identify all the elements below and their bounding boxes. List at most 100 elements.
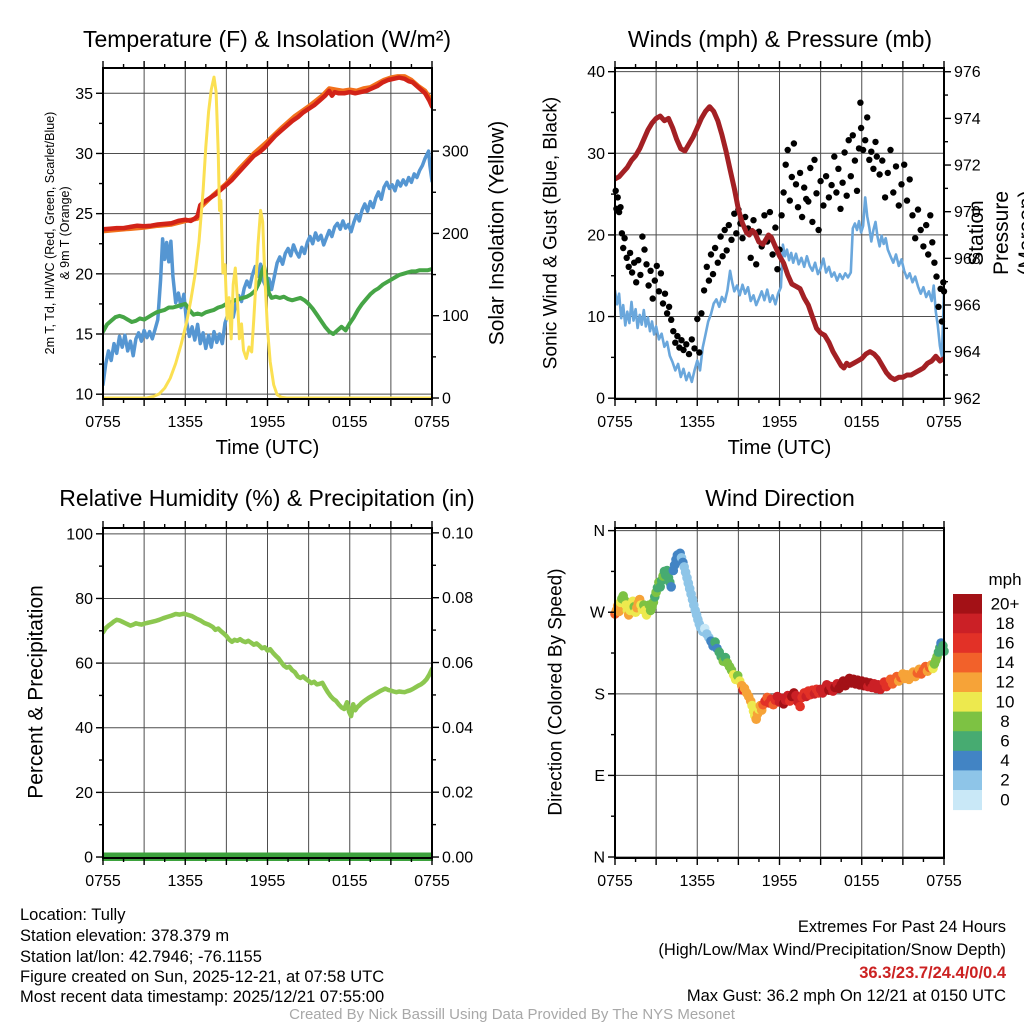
xlabel-temperature: Time (UTC): [215, 437, 320, 459]
chart-winds-pressure: 0755 1355 1955 0155 0755 0 10 20 30 40 962 964 966 96…: [587, 61, 981, 431]
station-location: Location: Tully: [20, 906, 126, 924]
svg-text:10: 10: [75, 387, 93, 404]
tick-labels: 0755 1355 1955 0155 0755 N E S W N: [590, 523, 962, 890]
svg-text:1355: 1355: [167, 873, 203, 890]
svg-text:0755: 0755: [85, 414, 121, 431]
svg-text:100: 100: [442, 308, 469, 325]
svg-text:60: 60: [75, 656, 93, 673]
chart-humidity-precipitation: 0755 1355 1955 0155 0755 0 20 40 60 80 100 0.00 0.02…: [66, 521, 473, 890]
svg-text:1955: 1955: [762, 414, 798, 431]
figure-created-timestamp: Figure created on Sun, 2025-12-21, at 07…: [20, 968, 385, 986]
title-humidity-precipitation: Relative Humidity (%) & Precipitation (i…: [59, 485, 475, 511]
svg-text:0155: 0155: [844, 873, 880, 890]
series-station-pressure-maroon: [614, 104, 945, 383]
tick-labels: 0755 1355 1955 0155 0755 0 20 40 60 80 100 0.00 0.02…: [66, 525, 473, 890]
svg-text:964: 964: [954, 344, 981, 361]
svg-text:40: 40: [587, 64, 605, 81]
svg-text:12: 12: [996, 673, 1015, 692]
svg-text:20: 20: [75, 785, 93, 802]
data-timestamp: Most recent data timestamp: 2025/12/21 0…: [20, 988, 385, 1006]
svg-text:8: 8: [1000, 712, 1009, 731]
svg-text:80: 80: [75, 591, 93, 608]
svg-text:S: S: [594, 686, 605, 703]
svg-text:35: 35: [75, 86, 93, 103]
svg-text:0155: 0155: [332, 414, 368, 431]
ylabel-percent-precip-left: Percent & Precipitation: [24, 585, 48, 799]
title-wind-direction: Wind Direction: [705, 485, 855, 511]
extremes-heading: Extremes For Past 24 Hours: [797, 918, 1006, 936]
xlabel-winds: Time (UTC): [727, 437, 832, 459]
svg-text:976: 976: [954, 64, 981, 81]
title-temperature-insolation: Temperature (F) & Insolation (W/m²): [82, 26, 452, 52]
svg-text:0: 0: [596, 391, 605, 408]
gridlines: [102, 528, 433, 858]
svg-text:W: W: [590, 605, 606, 622]
svg-text:14: 14: [996, 653, 1015, 672]
svg-text:20: 20: [587, 227, 605, 244]
chart-temperature-insolation: 0755 1355 1955 0155 0755 10 15 20 25 30 35 0 100 200 3…: [75, 61, 469, 431]
credit-line: Created By Nick Bassill Using Data Provi…: [289, 1006, 735, 1023]
svg-text:16: 16: [996, 634, 1015, 653]
svg-text:0755: 0755: [926, 873, 962, 890]
svg-text:970: 970: [954, 204, 981, 221]
axis-ticks: [96, 61, 439, 406]
svg-text:20: 20: [75, 266, 93, 283]
svg-text:30: 30: [587, 146, 605, 163]
svg-text:0755: 0755: [414, 873, 450, 890]
axis-ticks: [608, 61, 951, 406]
svg-text:0755: 0755: [85, 873, 121, 890]
extremes-subheading: (High/Low/Max Wind/Precipitation/Snow De…: [658, 941, 1006, 959]
svg-text:0755: 0755: [926, 414, 962, 431]
svg-text:0.08: 0.08: [442, 590, 473, 607]
svg-text:100: 100: [66, 526, 93, 543]
ylabel-direction-left: Direction (Colored By Speed): [545, 568, 567, 816]
svg-text:40: 40: [75, 720, 93, 737]
svg-text:20+: 20+: [991, 594, 1020, 613]
axis-ticks: [96, 521, 439, 865]
axis-ticks: [608, 521, 945, 865]
series-gust-black-dots: [612, 99, 948, 358]
svg-text:974: 974: [954, 111, 981, 128]
gridlines: [102, 68, 433, 399]
ylabel-pressure-right: Station Pressure (Maroon): [965, 190, 1024, 276]
svg-text:0: 0: [84, 850, 93, 867]
svg-text:30: 30: [75, 146, 93, 163]
series-solar-insolation-yellow: [102, 75, 433, 400]
svg-text:10: 10: [587, 309, 605, 326]
series-2m-temperature-red: [102, 75, 433, 232]
svg-text:6: 6: [1000, 732, 1009, 751]
svg-text:mph: mph: [988, 570, 1021, 589]
series-sonic-wind-blue: [614, 196, 945, 384]
svg-text:4: 4: [1000, 751, 1009, 770]
svg-text:0755: 0755: [414, 414, 450, 431]
svg-text:1955: 1955: [762, 873, 798, 890]
svg-text:10: 10: [996, 692, 1015, 711]
max-gust-line: Max Gust: 36.2 mph On 12/21 at 0150 UTC: [686, 987, 1006, 1005]
svg-text:25: 25: [75, 206, 93, 223]
svg-text:1355: 1355: [679, 414, 715, 431]
svg-text:0: 0: [1000, 790, 1009, 809]
tick-labels: 0755 1355 1955 0155 0755 10 15 20 25 30 35 0 100 200 3…: [75, 86, 469, 431]
svg-text:966: 966: [954, 297, 981, 314]
svg-text:0.06: 0.06: [442, 655, 473, 672]
series-direction-colored-by-speed: [610, 548, 949, 724]
svg-text:1355: 1355: [167, 414, 203, 431]
series-relative-humidity-green: [102, 611, 433, 719]
svg-text:0755: 0755: [597, 414, 633, 431]
svg-text:18: 18: [996, 614, 1015, 633]
svg-text:0.02: 0.02: [442, 785, 473, 802]
station-elevation: Station elevation: 378.379 m: [20, 927, 230, 945]
svg-text:0.00: 0.00: [442, 850, 473, 867]
svg-text:968: 968: [954, 251, 981, 268]
svg-text:200: 200: [442, 226, 469, 243]
svg-text:0.10: 0.10: [442, 525, 473, 542]
ylabel-temperature-left: 2m T, Td, HI/WC (Red, Green, Scarlet/Blu…: [43, 111, 72, 355]
station-latlon: Station lat/lon: 42.7946; -76.1155: [20, 948, 262, 966]
ylabel-insolation-right: Solar Insolation (Yellow): [485, 120, 509, 346]
svg-text:1355: 1355: [679, 873, 715, 890]
svg-text:0155: 0155: [844, 414, 880, 431]
